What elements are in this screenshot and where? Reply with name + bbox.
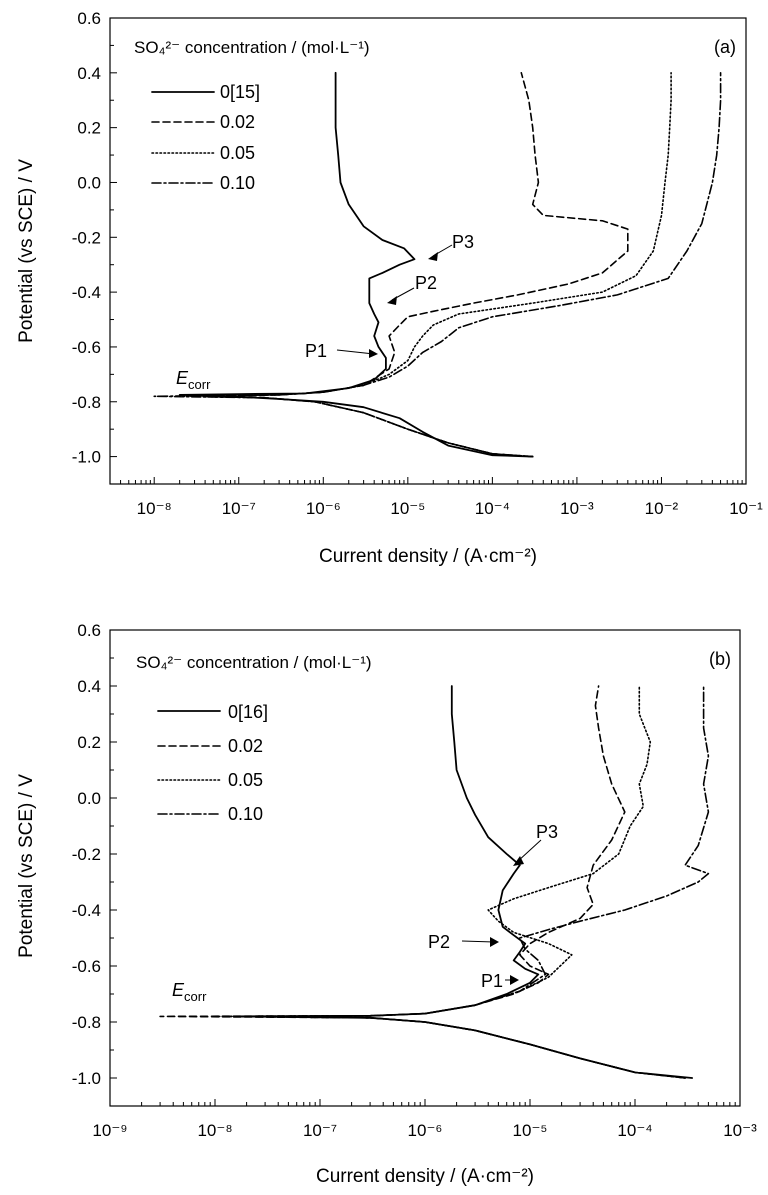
legend-label-b-3: 0.10 <box>228 804 263 824</box>
annotations-a: P1 P2 P3 Ecorr <box>176 232 474 392</box>
y-tick-label-b-5: 0.0 <box>77 789 101 808</box>
arrow-p1-a <box>336 349 375 355</box>
x-tick-label-a-4: 10⁻⁴ <box>475 499 510 518</box>
x-tick-label-b-2: 10⁻⁷ <box>303 1121 337 1140</box>
x-tick-label-a-6: 10⁻² <box>645 499 679 518</box>
series-line-b-2 <box>214 685 686 1079</box>
series-group-b <box>159 685 710 1079</box>
y-tick-label-a-4: -0.2 <box>72 228 101 247</box>
series-line-b-3 <box>264 685 710 1079</box>
y-ticks-b: -1.0 -0.8 -0.6 -0.4 -0.2 0.0 0.2 0.4 0.6 <box>72 621 117 1088</box>
legend-label-a-0: 0[15] <box>220 82 260 102</box>
y-tick-label-a-1: -0.8 <box>72 393 101 412</box>
y-tick-label-a-3: -0.4 <box>72 283 101 302</box>
annotation-p2-a: P2 <box>415 273 437 293</box>
x-tick-label-b-5: 10⁻⁴ <box>617 1121 652 1140</box>
arrowhead-p3-b <box>513 856 524 866</box>
legend-label-b-0: 0[16] <box>228 702 268 722</box>
y-tick-label-b-0: -1.0 <box>72 1069 101 1088</box>
x-ticks-b: 10⁻⁹ 10⁻⁸ 10⁻⁷ 10⁻⁶ 10⁻⁵ 10⁻⁴ 10⁻³ <box>92 1099 757 1140</box>
plot-frame-b <box>109 629 741 1107</box>
y-tick-label-b-4: -0.2 <box>72 845 101 864</box>
y-tick-label-a-5: 0.0 <box>77 173 101 192</box>
series-group-a <box>153 71 722 458</box>
legend-label-b-2: 0.05 <box>228 770 263 790</box>
annotation-p3-b: P3 <box>536 822 558 842</box>
arrowhead-p2-b <box>490 937 499 947</box>
x-axis-label-a: Current density / (A·cm⁻²) <box>319 546 537 567</box>
legend-a: SO₄²⁻ concentration / (mol·L⁻¹) 0[15] 0.… <box>134 38 370 193</box>
y-tick-label-b-3: -0.4 <box>72 901 101 920</box>
annotations-b: P3 P2 P1 Ecorr <box>172 822 558 1004</box>
panel-label-a: (a) <box>714 37 736 57</box>
y-tick-label-a-8: 0.6 <box>77 9 101 28</box>
arrowhead-p3-a <box>428 252 438 261</box>
annotation-p1-a: P1 <box>305 341 327 361</box>
x-tick-label-a-2: 10⁻⁶ <box>306 499 341 518</box>
y-tick-label-b-2: -0.6 <box>72 957 101 976</box>
annotation-ecorr-b: Ecorr <box>172 980 207 1004</box>
y-tick-label-a-6: 0.2 <box>77 119 101 138</box>
x-tick-label-a-3: 10⁻⁵ <box>390 499 425 518</box>
series-line-b-0 <box>232 685 693 1079</box>
y-tick-label-b-8: 0.6 <box>77 621 101 640</box>
x-tick-label-b-1: 10⁻⁸ <box>197 1121 232 1140</box>
y-axis-label-b: Potential (vs SCE) / V <box>16 774 37 958</box>
legend-label-b-1: 0.02 <box>228 736 263 756</box>
y-tick-label-b-1: -0.8 <box>72 1013 101 1032</box>
x-tick-label-a-5: 10⁻³ <box>560 499 594 518</box>
y-tick-label-a-0: -1.0 <box>72 448 101 467</box>
legend-title-a: SO₄²⁻ concentration / (mol·L⁻¹) <box>134 38 370 57</box>
x-tick-label-b-0: 10⁻⁹ <box>92 1121 127 1140</box>
y-tick-label-a-2: -0.6 <box>72 338 101 357</box>
annotation-p1-b: P1 <box>481 971 503 991</box>
chart-panel-b: 10⁻⁹ 10⁻⁸ 10⁻⁷ 10⁻⁶ 10⁻⁵ 10⁻⁴ 10⁻³ -1.0 -0.8 -0.… <box>16 621 757 1187</box>
x-tick-label-b-3: 10⁻⁶ <box>408 1121 443 1140</box>
y-tick-label-b-6: 0.2 <box>77 733 101 752</box>
series-line-a-3 <box>153 72 722 458</box>
x-tick-label-b-4: 10⁻⁵ <box>513 1121 548 1140</box>
x-tick-label-a-1: 10⁻⁷ <box>222 499 256 518</box>
arrow-p2-b <box>461 940 495 943</box>
legend-title-b: SO₄²⁻ concentration / (mol·L⁻¹) <box>136 653 372 672</box>
y-tick-label-a-7: 0.4 <box>77 64 101 83</box>
x-tick-label-a-0: 10⁻⁸ <box>137 499 172 518</box>
series-line-a-0 <box>178 71 534 458</box>
plot-frame-a <box>109 17 747 485</box>
y-ticks-a: -1.0 -0.8 -0.6 -0.4 -0.2 0.0 0.2 0.4 0.6 <box>72 9 117 467</box>
x-ticks-a: 10⁻⁸ 10⁻⁷ 10⁻⁶ 10⁻⁵ 10⁻⁴ 10⁻³ 10⁻² 10⁻¹ <box>120 477 763 518</box>
arrowhead-p1-a <box>369 349 378 358</box>
chart-panel-a: 10⁻⁸ 10⁻⁷ 10⁻⁶ 10⁻⁵ 10⁻⁴ 10⁻³ 10⁻² 10⁻¹ -1.0 -0.… <box>16 9 763 567</box>
x-axis-label-b: Current density / (A·cm⁻²) <box>316 1166 534 1187</box>
panel-label-b: (b) <box>709 649 731 669</box>
annotation-p2-b: P2 <box>428 932 450 952</box>
annotation-ecorr-a: Ecorr <box>176 368 211 392</box>
legend-label-a-3: 0.10 <box>220 173 255 193</box>
annotation-p3-a-label: P3 <box>452 232 474 252</box>
legend-label-a-2: 0.05 <box>220 143 255 163</box>
legend-label-a-1: 0.02 <box>220 112 255 132</box>
x-tick-label-a-7: 10⁻¹ <box>729 499 763 518</box>
y-axis-label-a: Potential (vs SCE) / V <box>16 159 37 343</box>
arrowhead-p2-a <box>387 296 397 305</box>
legend-b: SO₄²⁻ concentration / (mol·L⁻¹) 0[16] 0.… <box>136 653 372 824</box>
x-tick-label-b-6: 10⁻³ <box>723 1121 757 1140</box>
arrowhead-p1-b <box>510 975 519 985</box>
y-tick-label-b-7: 0.4 <box>77 677 101 696</box>
